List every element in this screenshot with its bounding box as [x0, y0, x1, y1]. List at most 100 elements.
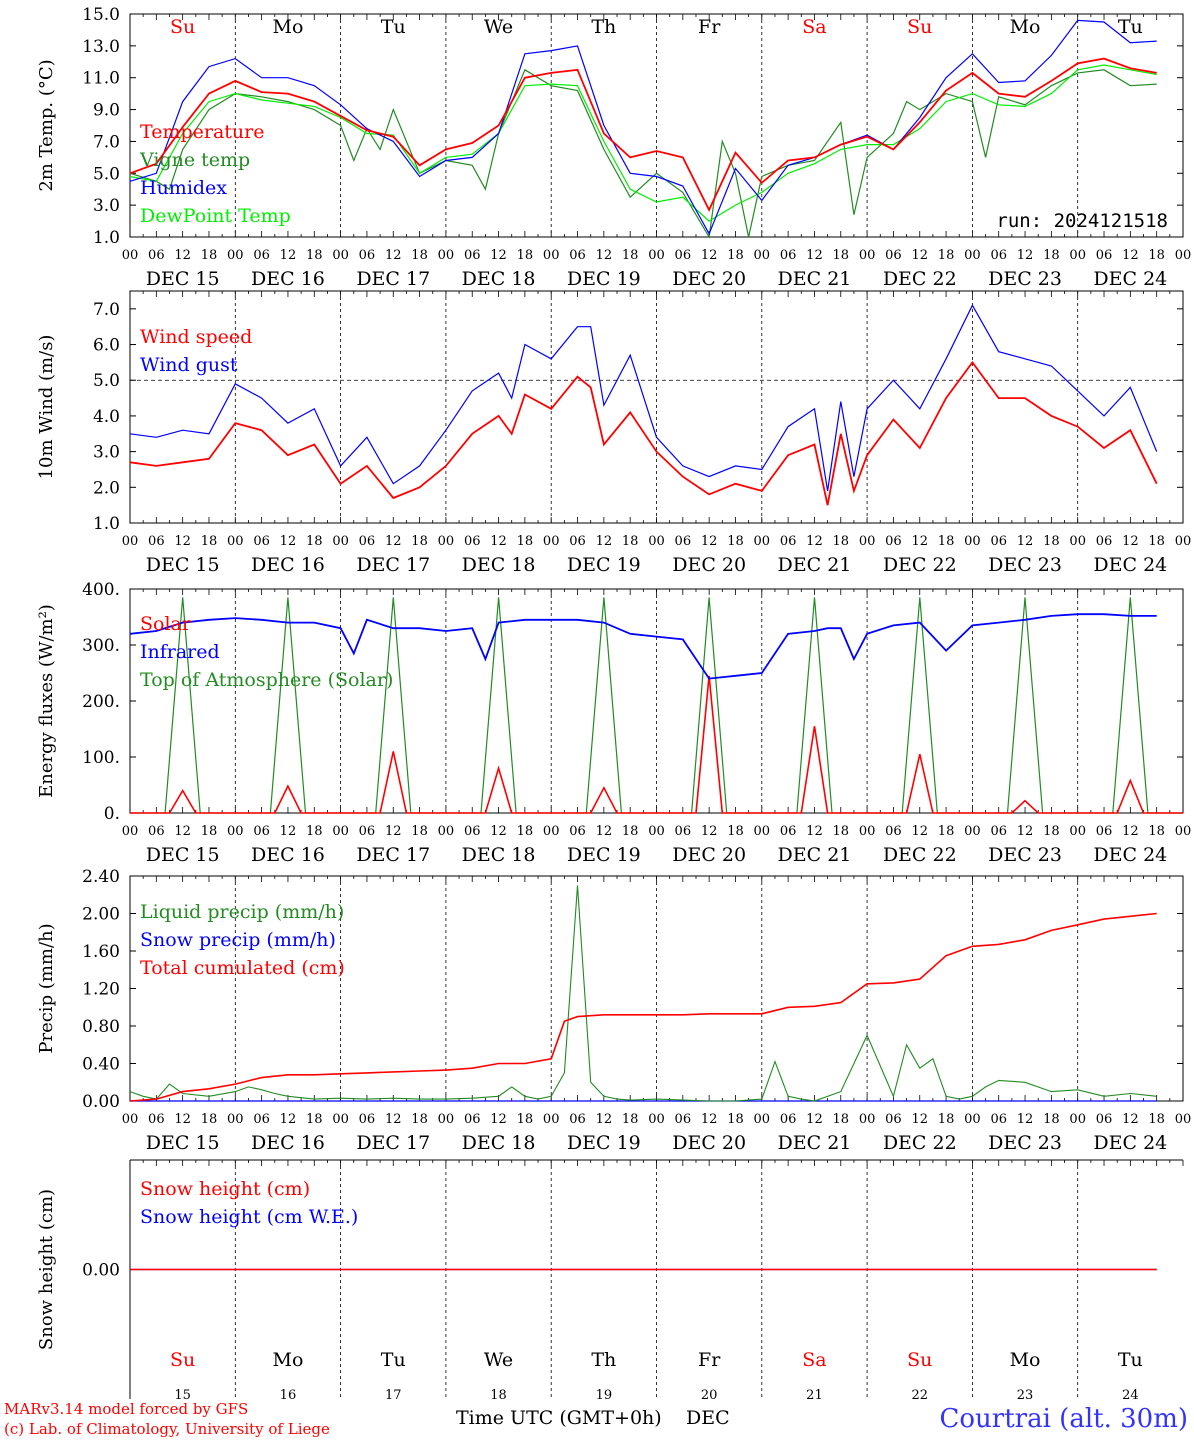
hour-label: 06: [885, 248, 902, 263]
hour-label: 00: [227, 248, 244, 263]
hour-label: 18: [833, 1112, 850, 1127]
hour-label: 00: [1175, 1112, 1192, 1127]
station-name: Courtrai (alt. 30m): [940, 1404, 1189, 1434]
y-tick-label: 13.0: [82, 37, 120, 57]
hour-label: 06: [253, 824, 270, 839]
hour-label: 06: [885, 1112, 902, 1127]
y-tick-label: 5.0: [93, 164, 120, 184]
weekday-row-top: Su Mo Tu We Th Fr Sa Su Mo Tu: [170, 16, 1143, 38]
hour-label: 18: [833, 824, 850, 839]
hour-label: 18: [938, 248, 955, 263]
hour-label: 00: [332, 824, 349, 839]
hour-label: 12: [490, 534, 507, 549]
hour-label: 18: [1043, 824, 1060, 839]
y-tick-label: 0.00: [82, 1261, 120, 1281]
hour-label: 06: [148, 248, 165, 263]
hour-label: 00: [332, 248, 349, 263]
hour-label: 12: [806, 1112, 823, 1127]
hour-label: 00: [648, 534, 665, 549]
date-label: DEC 22: [883, 844, 957, 866]
date-label: DEC 24: [1093, 268, 1167, 290]
y-tick-label: 2.00: [82, 905, 120, 925]
hour-label: 00: [543, 534, 560, 549]
hour-label: 00: [964, 248, 981, 263]
hour-label: 06: [990, 248, 1007, 263]
hour-label: 06: [464, 824, 481, 839]
hour-label: 12: [596, 534, 613, 549]
hour-label: 00: [859, 248, 876, 263]
hour-label: 18: [201, 1112, 218, 1127]
weekday-label: Sa: [802, 16, 826, 38]
wind-gust-line: [129, 304, 1158, 491]
hour-label: 12: [701, 824, 718, 839]
legend-entry: Solar: [140, 613, 192, 635]
y-tick-label: 11.0: [82, 69, 120, 89]
hour-label: 06: [675, 1112, 692, 1127]
hour-label: 06: [990, 1112, 1007, 1127]
run-annotation: run: 2024121518: [996, 210, 1168, 232]
panel-2-legend: Wind speed Wind gust: [140, 326, 252, 376]
hour-label: 18: [622, 534, 639, 549]
date-label: DEC 22: [883, 1132, 957, 1154]
panel-5-frame: 0.00 Snow height (cm): [36, 1159, 1184, 1399]
panel-2-frame: 1.0 2.0 3.0 4.0 5.0 6.0 7.0 10m Wind (m/s) 00 06 1…: [36, 290, 1191, 576]
weekday-label: Fr: [698, 1349, 721, 1371]
date-label: DEC 17: [356, 268, 430, 290]
hour-label: 06: [148, 824, 165, 839]
date-label: DEC 23: [988, 268, 1062, 290]
legend-entry: Wind speed: [140, 326, 252, 348]
hour-label: 06: [990, 534, 1007, 549]
hour-label: 00: [122, 824, 139, 839]
date-label: DEC 19: [567, 554, 641, 576]
hour-label: 12: [701, 248, 718, 263]
hour-label: 00: [1069, 1112, 1086, 1127]
date-label: DEC 17: [356, 1132, 430, 1154]
infrared-line: [129, 613, 1157, 680]
hour-label: 06: [464, 248, 481, 263]
legend-entry: Snow height (cm W.E.): [140, 1206, 358, 1228]
hour-label: 18: [201, 534, 218, 549]
date-label: DEC 15: [146, 1132, 220, 1154]
hour-label: 00: [227, 534, 244, 549]
weekday-label: Tu: [1118, 1349, 1143, 1371]
solar-line: [130, 675, 1183, 814]
hour-label: 00: [1069, 534, 1086, 549]
y-tick-label: 100.: [82, 748, 120, 768]
weekday-label: Th: [591, 1349, 616, 1371]
panel-3-legend: Solar Infrared Top of Atmosphere (Solar): [140, 613, 393, 691]
hour-label: 00: [859, 1112, 876, 1127]
hour-label: 12: [1122, 1112, 1139, 1127]
temperature-line: [129, 57, 1157, 212]
y-tick-label: 15.0: [82, 5, 120, 25]
hour-label: 12: [1017, 534, 1034, 549]
hour-label: 12: [385, 248, 402, 263]
hour-label: 18: [727, 824, 744, 839]
date-label: DEC 20: [672, 1132, 746, 1154]
weekday-label: Mo: [272, 16, 303, 38]
hour-label: 06: [569, 248, 586, 263]
hour-label: 06: [359, 824, 376, 839]
y-tick-label: 300.: [82, 636, 120, 656]
weekday-label: Tu: [1118, 16, 1143, 38]
y-tick-label: 400.: [82, 580, 120, 600]
hour-label: 12: [1122, 824, 1139, 839]
weekday-label: Mo: [1010, 1349, 1041, 1371]
hour-label: 00: [122, 1112, 139, 1127]
hour-label: 00: [754, 824, 771, 839]
day-number: 18: [490, 1388, 507, 1403]
hour-label: 18: [938, 1112, 955, 1127]
hour-label: 12: [701, 1112, 718, 1127]
day-number: 15: [174, 1388, 191, 1403]
day-number: 20: [701, 1388, 718, 1403]
legend-entry: Wind gust: [140, 354, 238, 376]
humidex-line: [129, 19, 1157, 236]
day-number: 24: [1122, 1388, 1139, 1403]
hour-label: 12: [806, 824, 823, 839]
legend-entry: Humidex: [140, 177, 227, 199]
weekday-label: Tu: [381, 16, 406, 38]
hour-label: 12: [385, 824, 402, 839]
hour-label: 06: [464, 534, 481, 549]
hour-label: 18: [306, 248, 323, 263]
day-number: 22: [911, 1388, 928, 1403]
y-tick-label: 1.0: [93, 514, 120, 534]
